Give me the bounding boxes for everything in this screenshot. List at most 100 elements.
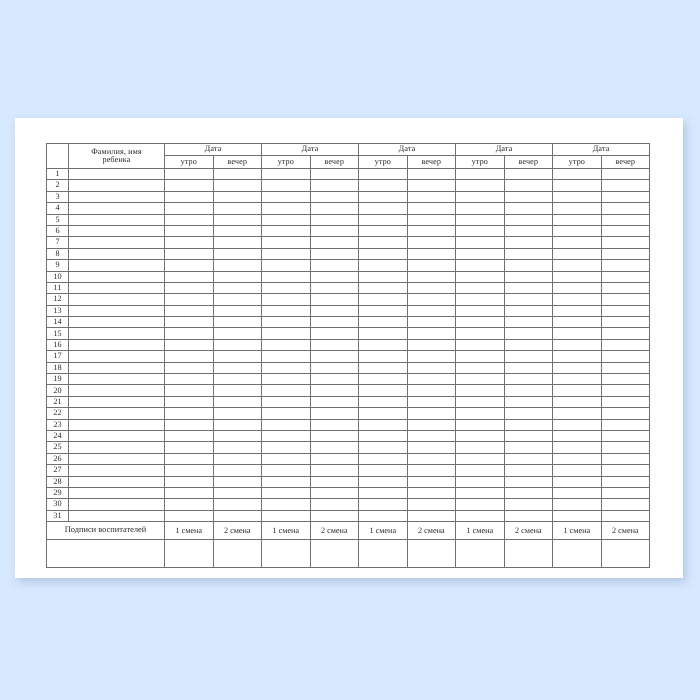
- evening-cell[interactable]: [600, 429, 651, 443]
- morning-cell[interactable]: [164, 407, 214, 420]
- morning-cell[interactable]: [164, 327, 214, 340]
- morning-cell[interactable]: [358, 498, 408, 511]
- evening-cell[interactable]: [503, 498, 554, 511]
- morning-cell[interactable]: [358, 202, 408, 215]
- evening-cell[interactable]: [309, 338, 360, 352]
- morning-cell[interactable]: [358, 293, 408, 306]
- child-name-cell[interactable]: [68, 361, 165, 375]
- child-name-cell[interactable]: [68, 452, 165, 466]
- morning-cell[interactable]: [552, 509, 602, 523]
- evening-cell[interactable]: [503, 327, 554, 340]
- evening-cell[interactable]: [309, 270, 360, 283]
- evening-cell[interactable]: [600, 384, 651, 397]
- evening-cell[interactable]: [503, 179, 554, 192]
- morning-cell[interactable]: [358, 384, 408, 397]
- morning-cell[interactable]: [455, 236, 505, 249]
- evening-cell[interactable]: [600, 452, 651, 466]
- evening-cell[interactable]: [406, 327, 457, 340]
- evening-cell[interactable]: [600, 213, 651, 226]
- evening-cell[interactable]: [309, 316, 360, 329]
- morning-cell[interactable]: [261, 350, 311, 363]
- morning-cell[interactable]: [358, 418, 408, 432]
- signature-shift-cell-10[interactable]: 2 смена: [600, 521, 651, 541]
- evening-cell[interactable]: [309, 213, 360, 226]
- evening-cell[interactable]: [406, 247, 457, 261]
- morning-cell[interactable]: [261, 167, 311, 181]
- evening-cell[interactable]: [309, 418, 360, 432]
- evening-cell[interactable]: [600, 202, 651, 215]
- evening-cell[interactable]: [600, 475, 651, 488]
- morning-cell[interactable]: [455, 327, 505, 340]
- morning-cell[interactable]: [164, 350, 214, 363]
- blank-signature-cell-7[interactable]: [455, 539, 505, 569]
- evening-cell[interactable]: [406, 350, 457, 363]
- morning-cell[interactable]: [358, 281, 408, 295]
- evening-cell[interactable]: [212, 441, 263, 454]
- morning-cell[interactable]: [261, 373, 311, 386]
- morning-cell[interactable]: [261, 270, 311, 283]
- evening-cell[interactable]: [503, 293, 554, 306]
- evening-cell[interactable]: [212, 407, 263, 420]
- evening-cell[interactable]: [600, 179, 651, 192]
- morning-cell[interactable]: [455, 202, 505, 215]
- child-name-cell[interactable]: [68, 224, 165, 238]
- morning-cell[interactable]: [261, 498, 311, 511]
- morning-cell[interactable]: [552, 429, 602, 443]
- signature-shift-cell-2[interactable]: 2 смена: [212, 521, 263, 541]
- evening-cell[interactable]: [600, 224, 651, 238]
- child-name-cell[interactable]: [68, 202, 165, 215]
- evening-cell[interactable]: [212, 486, 263, 500]
- morning-cell[interactable]: [455, 418, 505, 432]
- evening-cell[interactable]: [309, 167, 360, 181]
- morning-cell[interactable]: [552, 407, 602, 420]
- evening-cell[interactable]: [503, 475, 554, 488]
- evening-cell[interactable]: [309, 236, 360, 249]
- morning-cell[interactable]: [455, 509, 505, 523]
- child-name-cell[interactable]: [68, 498, 165, 511]
- evening-cell[interactable]: [503, 407, 554, 420]
- morning-cell[interactable]: [164, 395, 214, 409]
- morning-cell[interactable]: [261, 259, 311, 272]
- morning-cell[interactable]: [455, 486, 505, 500]
- child-name-cell[interactable]: [68, 190, 165, 204]
- evening-cell[interactable]: [212, 224, 263, 238]
- child-name-cell[interactable]: [68, 441, 165, 454]
- evening-cell[interactable]: [600, 464, 651, 477]
- morning-cell[interactable]: [261, 247, 311, 261]
- morning-cell[interactable]: [358, 167, 408, 181]
- morning-cell[interactable]: [552, 213, 602, 226]
- morning-cell[interactable]: [164, 236, 214, 249]
- morning-cell[interactable]: [164, 384, 214, 397]
- morning-cell[interactable]: [552, 247, 602, 261]
- evening-cell[interactable]: [600, 304, 651, 318]
- child-name-cell[interactable]: [68, 373, 165, 386]
- morning-cell[interactable]: [455, 395, 505, 409]
- evening-cell[interactable]: [503, 509, 554, 523]
- evening-cell[interactable]: [309, 475, 360, 488]
- morning-cell[interactable]: [261, 179, 311, 192]
- morning-cell[interactable]: [358, 475, 408, 488]
- morning-cell[interactable]: [455, 475, 505, 488]
- evening-cell[interactable]: [309, 498, 360, 511]
- evening-cell[interactable]: [503, 224, 554, 238]
- child-name-cell[interactable]: [68, 509, 165, 523]
- morning-cell[interactable]: [358, 486, 408, 500]
- morning-cell[interactable]: [358, 190, 408, 204]
- evening-cell[interactable]: [600, 373, 651, 386]
- morning-cell[interactable]: [455, 452, 505, 466]
- morning-cell[interactable]: [164, 361, 214, 375]
- morning-cell[interactable]: [358, 338, 408, 352]
- evening-cell[interactable]: [309, 361, 360, 375]
- morning-cell[interactable]: [358, 259, 408, 272]
- morning-cell[interactable]: [455, 304, 505, 318]
- evening-cell[interactable]: [406, 293, 457, 306]
- evening-cell[interactable]: [600, 281, 651, 295]
- evening-cell[interactable]: [503, 202, 554, 215]
- evening-cell[interactable]: [503, 373, 554, 386]
- morning-cell[interactable]: [358, 441, 408, 454]
- evening-cell[interactable]: [212, 498, 263, 511]
- evening-cell[interactable]: [406, 281, 457, 295]
- evening-cell[interactable]: [503, 270, 554, 283]
- evening-cell[interactable]: [503, 259, 554, 272]
- morning-cell[interactable]: [552, 486, 602, 500]
